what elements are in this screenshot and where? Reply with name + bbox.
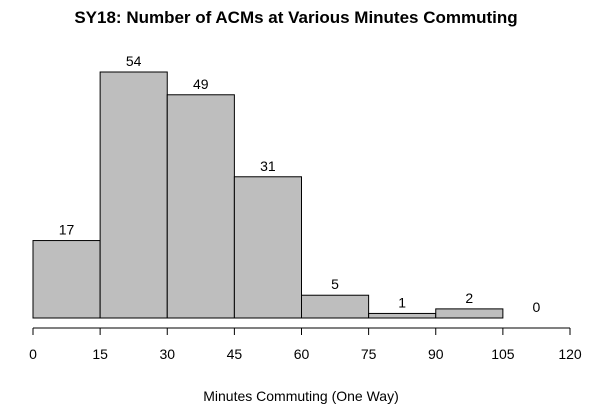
x-tick-label: 60 xyxy=(294,346,310,362)
x-axis-title: Minutes Commuting (One Way) xyxy=(203,388,399,404)
histogram-bar xyxy=(233,176,302,319)
bar-data-label: 54 xyxy=(126,53,142,69)
histogram-bar xyxy=(32,240,101,319)
x-tick-label: 105 xyxy=(491,346,515,362)
bar-data-label: 5 xyxy=(331,276,339,292)
x-tick-label: 45 xyxy=(227,346,243,362)
x-axis: 0 15 30 45 60 75 90 105 120 xyxy=(29,327,582,362)
bar-data-label: 17 xyxy=(59,222,75,238)
bar-data-label: 1 xyxy=(398,294,406,310)
histogram-bar xyxy=(435,308,504,319)
x-tick-label: 30 xyxy=(159,346,175,362)
histogram-bar xyxy=(99,71,168,319)
bar-group xyxy=(32,71,504,319)
x-tick-label: 0 xyxy=(29,346,37,362)
x-tick-label: 120 xyxy=(558,346,582,362)
data-label-group: 17 54 49 31 5 1 2 0 xyxy=(59,53,541,315)
x-tick-label: 15 xyxy=(92,346,108,362)
chart-title: SY18: Number of ACMs at Various Minutes … xyxy=(74,8,517,27)
x-tick-label: 75 xyxy=(361,346,377,362)
x-tick-label: 90 xyxy=(428,346,444,362)
bar-data-label: 0 xyxy=(533,299,541,315)
bar-data-label: 49 xyxy=(193,76,209,92)
bar-data-label: 31 xyxy=(260,158,276,174)
histogram-bar xyxy=(301,294,370,319)
bar-data-label: 2 xyxy=(465,290,473,306)
histogram-bar xyxy=(368,312,437,319)
histogram-bar xyxy=(166,94,235,319)
